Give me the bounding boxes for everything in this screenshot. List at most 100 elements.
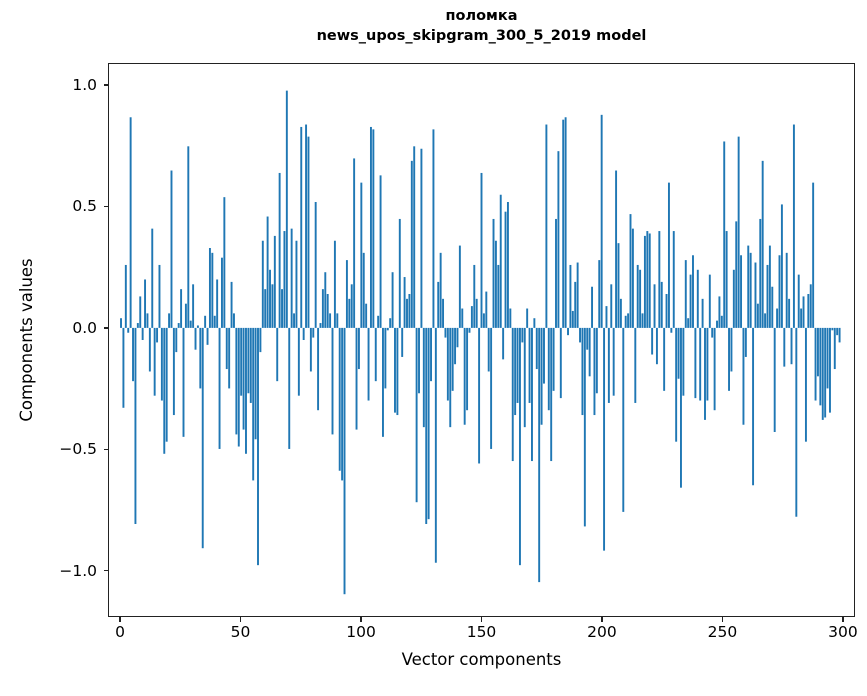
bar xyxy=(408,293,411,328)
y-tick-label: 0.5 xyxy=(72,197,97,216)
bar xyxy=(442,298,445,328)
bar xyxy=(778,255,781,328)
bar xyxy=(468,327,471,333)
bar xyxy=(812,182,815,328)
bar xyxy=(451,327,454,391)
bar xyxy=(124,264,127,328)
bar xyxy=(261,240,264,328)
bar xyxy=(382,327,384,437)
bar xyxy=(309,327,312,372)
bar xyxy=(610,284,613,328)
bar xyxy=(314,202,317,328)
bar xyxy=(148,327,151,372)
bar xyxy=(788,298,791,328)
bar xyxy=(639,269,642,328)
bar xyxy=(158,264,161,328)
bar xyxy=(624,315,627,328)
chart-title-line-1: поломка xyxy=(445,8,518,24)
bar xyxy=(353,158,356,328)
bar xyxy=(819,327,822,406)
bar xyxy=(312,327,315,338)
bar xyxy=(326,293,329,328)
bar xyxy=(245,327,247,454)
bar xyxy=(485,291,488,328)
bar xyxy=(386,327,389,331)
bar xyxy=(636,264,639,328)
bar xyxy=(377,315,380,328)
y-tick-mark xyxy=(104,84,109,86)
bar xyxy=(593,327,596,416)
bar xyxy=(533,318,536,328)
bar xyxy=(588,327,591,377)
bar xyxy=(583,327,586,527)
x-tick-mark xyxy=(721,617,724,622)
bar xyxy=(247,327,250,394)
bar xyxy=(756,303,759,328)
bar xyxy=(401,327,404,357)
bar xyxy=(341,327,344,481)
bar xyxy=(374,327,377,382)
bar xyxy=(394,327,396,413)
bar xyxy=(543,327,545,384)
bar xyxy=(754,262,757,328)
bar xyxy=(591,286,594,328)
bar xyxy=(273,235,276,328)
bar xyxy=(675,327,678,442)
bar xyxy=(603,327,606,551)
bar xyxy=(470,306,473,328)
bar xyxy=(579,327,581,343)
x-axis-label: Vector components xyxy=(401,650,562,669)
bar xyxy=(487,327,490,372)
bar xyxy=(699,327,702,401)
bar xyxy=(677,327,680,379)
x-tick-label: 250 xyxy=(707,623,738,641)
bar xyxy=(466,327,469,411)
bar xyxy=(540,327,543,425)
bar xyxy=(665,293,668,328)
x-tick-label: 50 xyxy=(230,623,251,641)
bar xyxy=(730,327,733,372)
bar xyxy=(490,327,493,449)
bar xyxy=(425,327,428,525)
bar xyxy=(571,310,574,328)
bar xyxy=(480,172,483,328)
bar xyxy=(701,298,704,328)
bar xyxy=(257,327,259,566)
x-tick-mark xyxy=(119,617,121,622)
bar xyxy=(497,264,500,328)
bar xyxy=(372,129,375,328)
bar xyxy=(456,327,459,348)
bar xyxy=(506,202,509,328)
bar xyxy=(824,327,827,418)
y-tick-mark xyxy=(104,570,109,572)
bar xyxy=(362,252,365,328)
bar xyxy=(144,279,147,328)
bar xyxy=(829,327,831,413)
bar xyxy=(120,318,122,328)
bar xyxy=(660,281,663,328)
bar xyxy=(357,327,360,370)
bar xyxy=(833,327,836,370)
bar xyxy=(607,327,610,403)
bar xyxy=(737,136,740,328)
bar xyxy=(430,327,432,382)
bar xyxy=(574,281,577,328)
bar xyxy=(783,327,786,367)
x-tick-label: 150 xyxy=(466,623,497,641)
bar xyxy=(612,327,615,396)
bar xyxy=(240,327,243,396)
bar xyxy=(180,289,183,328)
bar xyxy=(449,327,452,428)
bar xyxy=(643,235,646,328)
bar xyxy=(136,323,139,328)
bar xyxy=(528,327,531,403)
y-axis-label: Components values xyxy=(17,258,36,422)
bar xyxy=(667,182,670,328)
bar xyxy=(785,252,788,328)
bar xyxy=(716,320,718,328)
bar xyxy=(437,281,440,328)
bar xyxy=(345,260,348,328)
bar xyxy=(663,327,666,391)
bar xyxy=(562,119,565,328)
bar xyxy=(555,218,557,328)
